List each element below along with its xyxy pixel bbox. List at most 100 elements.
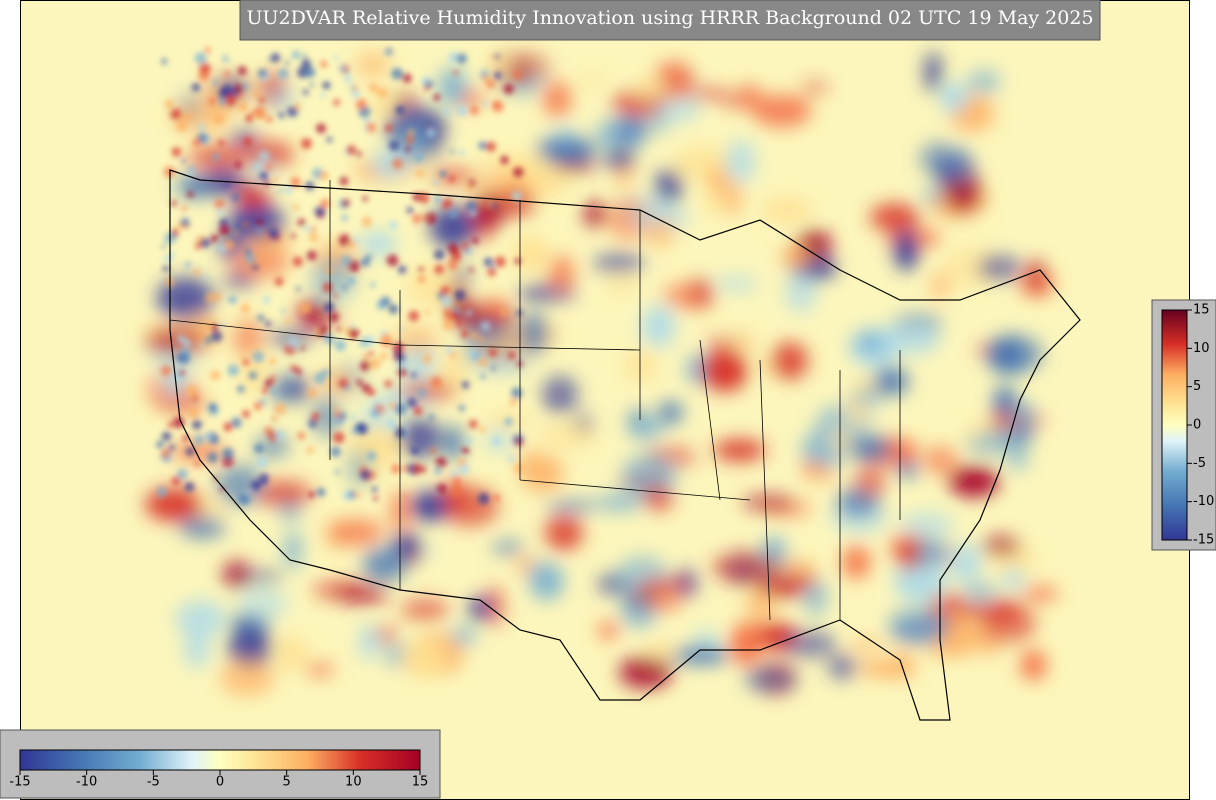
field-speck xyxy=(433,93,441,101)
field-speck xyxy=(341,199,350,207)
field-speck xyxy=(287,337,299,348)
field-blob xyxy=(254,435,290,458)
field-speck xyxy=(465,200,477,212)
field-blob xyxy=(335,584,389,605)
field-speck xyxy=(307,388,318,398)
field-blob xyxy=(392,533,420,555)
field-speck xyxy=(274,277,284,286)
field-blob xyxy=(752,94,812,128)
field-speck xyxy=(204,275,209,281)
field-speck xyxy=(415,169,425,178)
field-speck xyxy=(213,113,225,125)
field-speck xyxy=(448,51,460,63)
field-blob xyxy=(706,167,728,191)
field-speck xyxy=(443,309,456,322)
field-blob xyxy=(492,540,524,555)
field-speck xyxy=(262,387,269,394)
field-blob xyxy=(145,329,205,357)
field-speck xyxy=(353,236,361,243)
field-speck xyxy=(450,470,458,477)
field-blob xyxy=(654,168,683,205)
field-blob xyxy=(183,630,211,669)
field-speck xyxy=(460,330,469,338)
field-speck xyxy=(441,295,453,307)
field-speck xyxy=(269,357,277,366)
field-blob xyxy=(847,436,893,461)
field-speck xyxy=(334,411,342,419)
field-speck xyxy=(292,256,303,267)
field-speck xyxy=(507,455,515,463)
field-blob xyxy=(579,73,606,87)
field-speck xyxy=(455,321,463,328)
field-speck xyxy=(194,460,201,467)
field-speck xyxy=(176,334,185,343)
field-speck xyxy=(404,424,410,430)
field-speck xyxy=(445,346,453,355)
field-blob xyxy=(761,197,814,224)
field-blob xyxy=(520,311,548,355)
field-blob xyxy=(651,91,700,123)
field-speck xyxy=(440,285,451,296)
field-speck xyxy=(270,375,276,381)
field-blob xyxy=(764,569,817,595)
field-speck xyxy=(187,190,194,198)
field-speck xyxy=(478,337,485,343)
field-speck xyxy=(385,124,393,132)
field-speck xyxy=(295,286,301,292)
field-speck xyxy=(270,477,277,484)
field-speck xyxy=(356,379,363,386)
field-speck xyxy=(244,248,252,256)
field-speck xyxy=(333,293,338,298)
field-speck xyxy=(315,329,322,336)
field-speck xyxy=(300,138,313,150)
field-blob xyxy=(770,342,809,380)
field-speck xyxy=(395,105,405,115)
field-speck xyxy=(250,480,262,491)
field-speck xyxy=(164,254,173,263)
field-speck xyxy=(478,357,488,367)
field-speck xyxy=(297,218,306,227)
field-speck xyxy=(465,437,473,444)
field-speck xyxy=(356,423,369,435)
field-speck xyxy=(237,66,247,76)
field-speck xyxy=(253,401,263,411)
field-blob xyxy=(254,480,313,507)
field-blob xyxy=(305,662,334,677)
field-speck xyxy=(384,47,393,56)
field-speck xyxy=(199,343,205,348)
field-speck xyxy=(334,339,346,352)
field-speck xyxy=(267,227,280,240)
field-speck xyxy=(224,70,231,77)
field-blob xyxy=(1012,420,1031,445)
field-speck xyxy=(442,108,451,117)
field-speck xyxy=(412,213,422,224)
field-speck xyxy=(163,166,175,178)
field-blob xyxy=(470,193,506,229)
field-speck xyxy=(351,428,358,435)
field-speck xyxy=(224,94,237,106)
field-speck xyxy=(193,268,201,276)
field-speck xyxy=(500,308,507,316)
field-speck xyxy=(366,388,376,397)
field-speck xyxy=(403,465,410,472)
field-speck xyxy=(333,431,345,444)
field-blob xyxy=(713,439,766,462)
field-blob xyxy=(963,581,998,605)
field-speck xyxy=(478,426,486,433)
field-speck xyxy=(281,308,286,314)
field-speck xyxy=(439,170,447,178)
field-speck xyxy=(348,240,356,249)
field-speck xyxy=(392,158,403,170)
field-blob xyxy=(529,562,564,601)
field-speck xyxy=(277,68,289,80)
field-speck xyxy=(242,409,251,419)
field-speck xyxy=(319,170,329,181)
field-speck xyxy=(402,493,408,499)
field-speck xyxy=(162,265,170,272)
field-speck xyxy=(339,176,349,186)
field-speck xyxy=(391,67,404,80)
field-blob xyxy=(410,490,451,522)
field-speck xyxy=(237,101,249,113)
field-speck xyxy=(161,431,172,442)
field-speck xyxy=(322,81,331,90)
